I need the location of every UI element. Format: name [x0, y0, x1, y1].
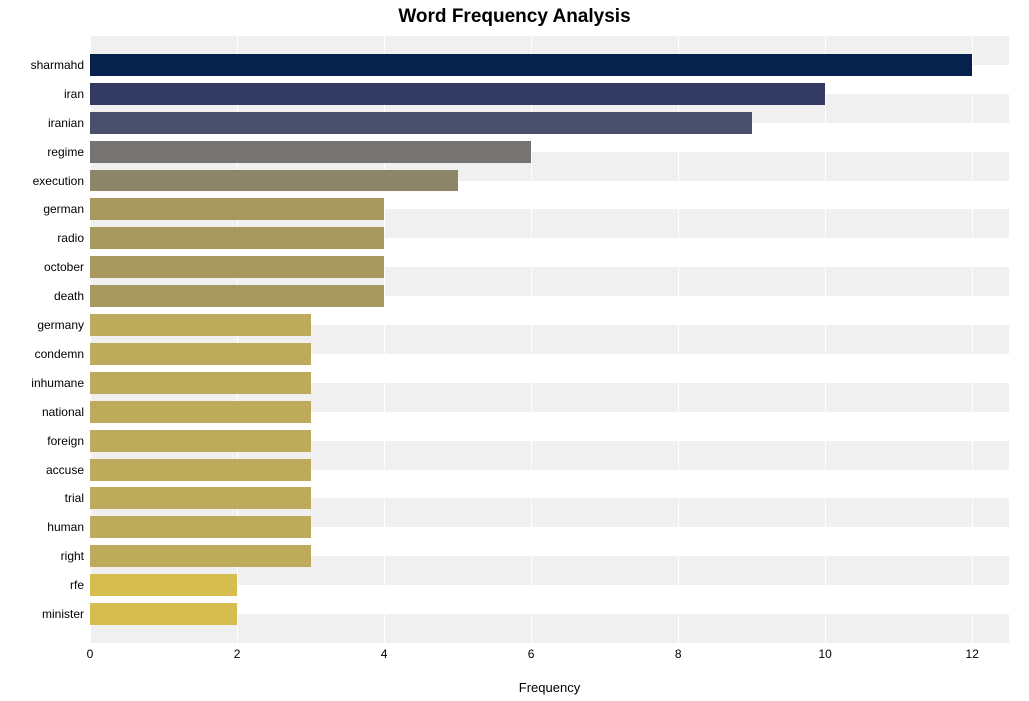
x-tick-label: 4 — [381, 647, 388, 661]
bar — [90, 343, 311, 365]
bar — [90, 198, 384, 220]
y-tick-label: sharmahd — [31, 58, 90, 72]
bar — [90, 112, 752, 134]
y-tick-label: rfe — [70, 578, 90, 592]
y-tick-label: inhumane — [31, 376, 90, 390]
y-tick-label: minister — [42, 607, 90, 621]
bar-row — [90, 426, 1009, 455]
bar-row — [90, 253, 1009, 282]
x-tick-label: 8 — [675, 647, 682, 661]
bar-row — [90, 166, 1009, 195]
bar — [90, 603, 237, 625]
y-tick-label: iranian — [48, 116, 90, 130]
bar-row — [90, 484, 1009, 513]
y-tick-label: human — [47, 520, 90, 534]
bar — [90, 487, 311, 509]
bar — [90, 574, 237, 596]
bar — [90, 256, 384, 278]
y-tick-label: october — [44, 260, 90, 274]
bar-row — [90, 368, 1009, 397]
bar — [90, 516, 311, 538]
y-tick-label: germany — [37, 318, 90, 332]
y-tick-label: condemn — [35, 347, 90, 361]
bar — [90, 170, 458, 192]
y-tick-label: trial — [65, 491, 90, 505]
x-axis-label: Frequency — [90, 680, 1009, 695]
bar — [90, 285, 384, 307]
bar-row — [90, 600, 1009, 629]
plot-area: sharmahdiraniranianregimeexecutiongerman… — [90, 36, 1009, 643]
bar-row — [90, 79, 1009, 108]
bar-row — [90, 108, 1009, 137]
x-axis: 0 2 4 6 8 10 12 — [90, 643, 1009, 671]
y-tick-label: execution — [33, 174, 90, 188]
bar-row — [90, 455, 1009, 484]
bar — [90, 54, 972, 76]
bar — [90, 141, 531, 163]
x-tick-label: 12 — [966, 647, 979, 661]
bar — [90, 430, 311, 452]
bar-row — [90, 224, 1009, 253]
x-tick-label: 6 — [528, 647, 535, 661]
bar — [90, 372, 311, 394]
bar-row — [90, 50, 1009, 79]
y-tick-label: death — [54, 289, 90, 303]
y-tick-label: radio — [57, 231, 90, 245]
bar-row — [90, 311, 1009, 340]
bar — [90, 227, 384, 249]
bar-row — [90, 137, 1009, 166]
bar — [90, 83, 825, 105]
y-tick-label: german — [43, 202, 90, 216]
bar-row — [90, 571, 1009, 600]
bar — [90, 459, 311, 481]
bar — [90, 401, 311, 423]
bar-row — [90, 542, 1009, 571]
bar-row — [90, 397, 1009, 426]
chart-title: Word Frequency Analysis — [0, 6, 1029, 28]
bar-row — [90, 513, 1009, 542]
bar — [90, 545, 311, 567]
y-tick-label: right — [61, 549, 90, 563]
bar-row — [90, 195, 1009, 224]
y-tick-label: accuse — [46, 463, 90, 477]
x-tick-label: 0 — [87, 647, 94, 661]
chart-container: Word Frequency Analysis sharmahdiraniran… — [0, 0, 1029, 701]
x-tick-label: 10 — [819, 647, 832, 661]
bar-row — [90, 282, 1009, 311]
x-tick-label: 2 — [234, 647, 241, 661]
y-tick-label: iran — [64, 87, 90, 101]
y-tick-label: regime — [47, 145, 90, 159]
bar-row — [90, 340, 1009, 369]
y-tick-label: national — [42, 405, 90, 419]
bar — [90, 314, 311, 336]
y-tick-label: foreign — [47, 434, 90, 448]
